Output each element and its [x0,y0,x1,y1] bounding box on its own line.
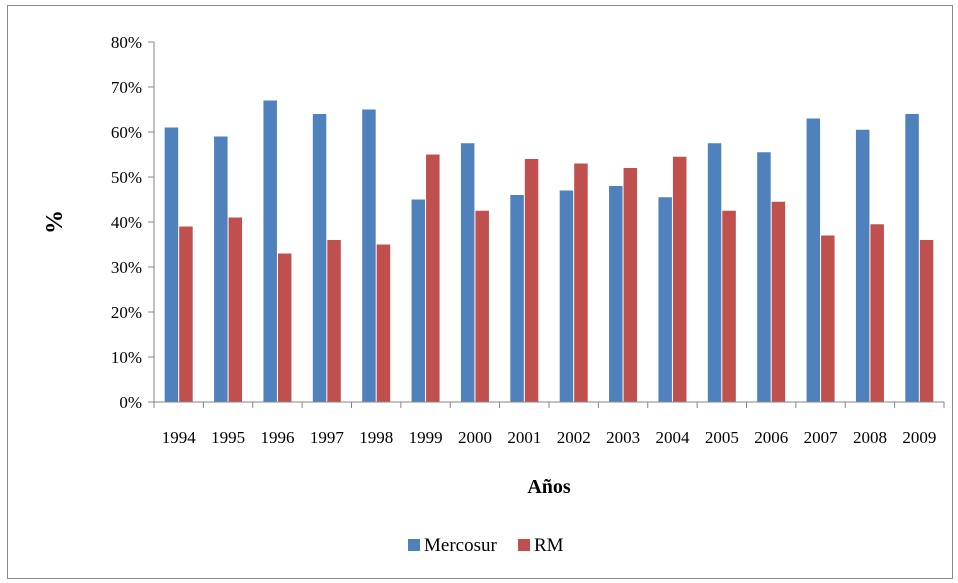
bar-mercosur [214,136,228,402]
bar-rm [870,224,884,402]
y-tick-label: 20% [111,303,142,322]
x-tick-label: 1996 [260,428,294,447]
y-tick-label: 60% [111,123,142,142]
x-tick-label: 1994 [162,428,197,447]
x-axis-tick-labels: 1994 1995 1996 1997 1998 1999 2000 2001 2002 2003… [162,428,937,447]
x-tick-label: 1998 [359,428,393,447]
bar-rm [475,210,489,402]
bar-rm [821,235,835,402]
bar-mercosur [707,143,722,402]
bar-rm [574,163,588,402]
bar-mercosur [510,195,524,402]
y-tick-label: 70% [111,78,142,97]
bar-mercosur [757,152,771,402]
x-axis-ticks [153,402,945,408]
x-tick-label: 2000 [458,428,492,447]
bar-rm [376,244,391,402]
legend: Mercosur RM [408,535,564,556]
bar-mercosur [905,114,919,402]
bar-mercosur [658,197,672,402]
legend-label-rm: RM [534,535,564,556]
bar-rm [672,156,687,402]
y-tick-label: 0% [119,393,142,412]
bar-mercosur [806,118,821,402]
x-tick-label: 2007 [804,428,839,447]
bar-rm [771,201,786,402]
bar-mercosur [609,186,623,402]
x-tick-label: 2004 [655,428,690,447]
y-tick-label: 50% [111,168,142,187]
bar-mercosur [312,114,327,402]
x-tick-label: 2009 [902,428,936,447]
legend-label-mercosur: Mercosur [424,535,497,556]
y-axis-ticks [148,41,154,403]
x-tick-label: 1999 [409,428,443,447]
bar-mercosur [263,100,277,402]
y-tick-label: 30% [111,258,142,277]
x-tick-label: 2005 [705,428,739,447]
bar-mercosur [164,127,179,402]
x-tick-label: 2008 [853,428,887,447]
x-tick-label: 2002 [557,428,591,447]
x-tick-label: 2003 [606,428,640,447]
bar-rm [426,154,440,402]
x-tick-label: 2006 [754,428,788,447]
x-tick-label: 2001 [507,428,541,447]
bar-rm [722,210,736,402]
bar-rm [524,159,539,402]
bar-rm [623,168,638,402]
x-tick-label: 1995 [211,428,245,447]
bar-chart: 0%10%20%30%40%50%60%70%80% 1994 1995 1996 1… [42,33,945,556]
bar-rm [327,240,341,402]
y-tick-label: 80% [111,33,142,52]
legend-swatch-mercosur [408,539,420,551]
bar-mercosur [460,143,475,402]
bar-mercosur [855,129,870,402]
bar-mercosur [411,199,426,402]
x-axis-title: Años [527,476,571,498]
bar-rm [228,217,243,402]
y-tick-label: 40% [111,213,142,232]
x-tick-label: 1997 [310,428,345,447]
legend-swatch-rm [518,539,530,551]
bar-rm [179,226,193,402]
bar-mercosur [362,109,376,402]
y-axis-title: % [42,210,68,234]
bar-series [164,100,934,402]
bar-rm [919,240,934,402]
bar-rm [277,253,292,402]
y-axis-tick-labels: 0% 10% 20% 30% 40% 50% 60% 70% 80% [111,33,142,412]
bar-mercosur [559,190,574,402]
y-tick-label: 10% [111,348,142,367]
chart-area: 0% 10% 20% 30% 40% 50% 60% 70% 80% 1994 1995 1996 1… [7,5,953,579]
